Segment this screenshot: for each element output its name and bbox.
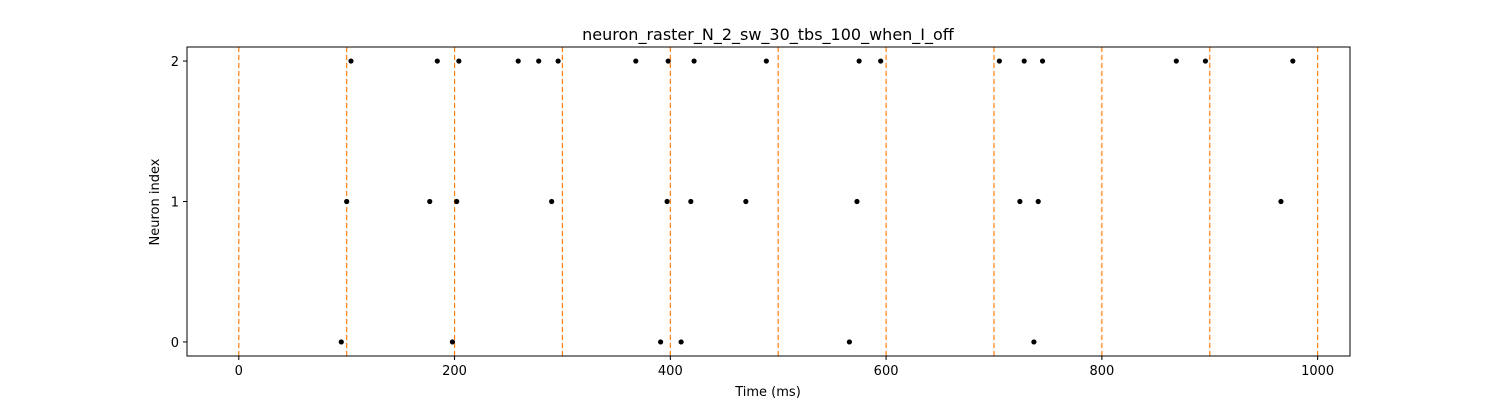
spike-n1-t177 bbox=[427, 198, 433, 205]
spike-n1-t966 bbox=[1278, 198, 1284, 205]
plot-frame bbox=[186, 46, 1351, 357]
spike-n2-t204 bbox=[456, 58, 462, 64]
spike-n2-t575 bbox=[856, 58, 862, 64]
spike-n2-t422 bbox=[691, 58, 697, 64]
spike-n2-t259 bbox=[515, 58, 521, 64]
spike-n1-t724 bbox=[1017, 198, 1023, 205]
y-tick-label-0: 0 bbox=[171, 336, 179, 351]
x-tick-label-600: 600 bbox=[874, 364, 899, 379]
x-axis-label: Time (ms) bbox=[734, 385, 801, 400]
spike-n2-t869 bbox=[1173, 58, 1179, 64]
spike-n0-t566 bbox=[846, 339, 853, 345]
x-tick-label-0: 0 bbox=[235, 364, 243, 379]
spike-markers bbox=[338, 58, 1296, 345]
spike-n0-t410 bbox=[678, 339, 684, 345]
spike-n1-t397 bbox=[664, 198, 670, 205]
spike-n2-t745 bbox=[1039, 58, 1046, 64]
spike-n1-t419 bbox=[688, 198, 694, 205]
spike-n1-t470 bbox=[743, 198, 749, 205]
y-axis-label: Neuron index bbox=[148, 158, 163, 245]
spike-n1-t100 bbox=[344, 198, 350, 205]
spike-n2-t278 bbox=[536, 58, 542, 64]
x-axis-ticks: 0 200 400 600 800 1000 bbox=[235, 356, 1334, 379]
spike-n1-t290 bbox=[549, 198, 555, 205]
spike-n2-t368 bbox=[633, 58, 639, 64]
spike-n0-t391 bbox=[658, 339, 664, 345]
spike-n0-t737 bbox=[1031, 339, 1037, 345]
x-tick-label-800: 800 bbox=[1089, 364, 1114, 379]
spike-n2-t104 bbox=[348, 58, 354, 64]
spike-n0-t198 bbox=[449, 339, 455, 345]
spike-n2-t728 bbox=[1021, 58, 1027, 64]
x-tick-label-400: 400 bbox=[658, 364, 683, 379]
y-tick-label-2: 2 bbox=[171, 55, 179, 70]
vertical-reference-lines bbox=[238, 47, 1319, 356]
spike-n2-t296 bbox=[555, 58, 561, 64]
spike-n1-t741 bbox=[1035, 198, 1041, 205]
spike-n0-t95 bbox=[338, 339, 344, 345]
spike-n2-t489 bbox=[763, 58, 769, 64]
chart-title: neuron_raster_N_2_sw_30_tbs_100_when_I_o… bbox=[582, 25, 955, 45]
x-tick-label-1000: 1000 bbox=[1301, 364, 1334, 379]
spike-n2-t398 bbox=[665, 58, 671, 64]
spike-n2-t896 bbox=[1202, 58, 1209, 64]
spike-n2-t595 bbox=[878, 58, 884, 64]
y-tick-label-1: 1 bbox=[171, 196, 179, 211]
spike-n1-t202 bbox=[454, 198, 460, 205]
spike-n2-t184 bbox=[434, 58, 440, 64]
x-tick-label-200: 200 bbox=[442, 364, 467, 379]
spike-n2-t705 bbox=[996, 58, 1002, 64]
spike-n1-t573 bbox=[854, 198, 860, 205]
spike-n2-t977 bbox=[1290, 58, 1296, 64]
y-axis-ticks: 0 1 2 bbox=[171, 55, 187, 351]
